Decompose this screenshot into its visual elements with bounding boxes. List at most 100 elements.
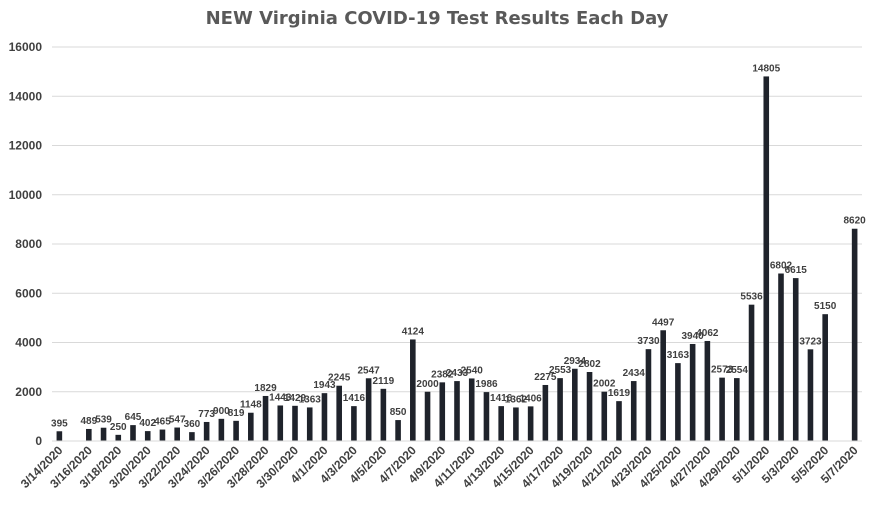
y-tick-label: 14000 — [9, 89, 43, 103]
data-label: 3730 — [637, 336, 660, 347]
bar — [248, 412, 254, 441]
bar — [86, 428, 92, 441]
data-label: 2802 — [578, 359, 601, 370]
data-label: 402 — [139, 418, 156, 429]
data-label: 360 — [184, 419, 201, 430]
bar — [675, 363, 681, 441]
bar — [189, 432, 195, 441]
bar — [748, 304, 755, 441]
data-label: 2002 — [593, 379, 616, 390]
data-label: 1986 — [475, 379, 498, 390]
bar — [586, 372, 593, 441]
bar — [336, 385, 342, 441]
bar — [203, 421, 210, 441]
data-label: 900 — [213, 406, 230, 417]
data-label: 645 — [125, 412, 142, 423]
y-tick-label: 16000 — [9, 40, 43, 54]
data-label: 5536 — [740, 292, 763, 303]
bar — [778, 273, 784, 441]
bar — [557, 378, 563, 441]
y-tick-label: 6000 — [15, 286, 42, 300]
bar — [572, 368, 578, 441]
bar — [439, 382, 446, 441]
data-label: 1363 — [299, 394, 322, 405]
y-tick-label: 4000 — [15, 336, 42, 350]
bar — [395, 420, 401, 441]
data-label: 819 — [228, 408, 245, 419]
data-label: 547 — [169, 415, 186, 426]
bar — [159, 429, 166, 441]
bar — [410, 339, 416, 441]
data-label: 2554 — [726, 365, 749, 376]
bar — [262, 395, 269, 441]
data-label: 4062 — [696, 328, 719, 339]
data-label: 3940 — [682, 331, 705, 342]
bar — [807, 349, 814, 441]
bar — [719, 377, 725, 441]
bar — [321, 393, 328, 441]
data-label: 2275 — [534, 372, 557, 383]
bar — [218, 418, 225, 441]
y-axis-ticks: 0 2000 4000 6000 8000 10000 12000 14000 16000 — [9, 40, 43, 448]
bar — [792, 278, 799, 441]
bar — [527, 406, 534, 441]
data-label: 1148 — [240, 400, 262, 411]
data-label: 539 — [95, 415, 112, 426]
bars — [56, 76, 858, 441]
bar — [645, 349, 652, 441]
bar — [851, 228, 858, 441]
bar — [513, 407, 519, 441]
data-label: 2000 — [416, 379, 439, 390]
data-label: 465 — [154, 417, 171, 428]
y-tick-label: 12000 — [9, 139, 43, 153]
data-label: 1829 — [254, 383, 277, 394]
x-axis-ticks: 3/14/20203/16/20203/18/20203/20/20203/22… — [18, 443, 861, 491]
data-label: 2434 — [623, 368, 646, 379]
data-label: 489 — [80, 416, 97, 427]
data-label: 1416 — [343, 393, 366, 404]
bar — [630, 381, 637, 441]
bar — [822, 314, 828, 441]
y-tick-label: 2000 — [15, 385, 42, 399]
bar — [498, 406, 504, 441]
data-label: 1619 — [608, 388, 631, 399]
data-label: 1443 — [269, 392, 292, 403]
bar — [468, 378, 475, 441]
bar — [277, 405, 284, 441]
data-label: 2245 — [328, 373, 351, 384]
data-label: 1416 — [490, 393, 513, 404]
data-label: 1429 — [284, 393, 307, 404]
data-label: 2553 — [549, 365, 572, 376]
bar — [56, 431, 63, 441]
bar — [306, 407, 313, 441]
bar — [542, 384, 549, 441]
y-tick-label: 10000 — [9, 188, 43, 202]
data-label: 4497 — [652, 317, 675, 328]
data-label: 8620 — [844, 216, 867, 227]
bar — [115, 434, 122, 441]
bar — [365, 378, 372, 441]
data-label: 2540 — [461, 365, 484, 376]
bar — [130, 425, 136, 441]
data-label: 6802 — [770, 261, 793, 272]
data-label: 773 — [198, 409, 215, 420]
bar — [616, 401, 622, 441]
data-label: 1362 — [505, 394, 528, 405]
data-label: 395 — [51, 418, 68, 429]
bar — [454, 381, 460, 441]
bar — [483, 392, 490, 441]
bar — [601, 391, 608, 441]
bar — [734, 378, 740, 441]
data-label: 5150 — [814, 301, 837, 312]
gridlines — [52, 46, 862, 393]
bar — [704, 340, 711, 441]
data-label: 850 — [390, 407, 407, 418]
data-label: 6615 — [785, 265, 808, 276]
data-label: 14805 — [752, 63, 780, 74]
y-tick-label: 0 — [35, 434, 42, 448]
data-label: 4124 — [402, 326, 425, 337]
bar — [660, 330, 666, 441]
bar — [144, 431, 151, 441]
bar — [689, 343, 696, 441]
